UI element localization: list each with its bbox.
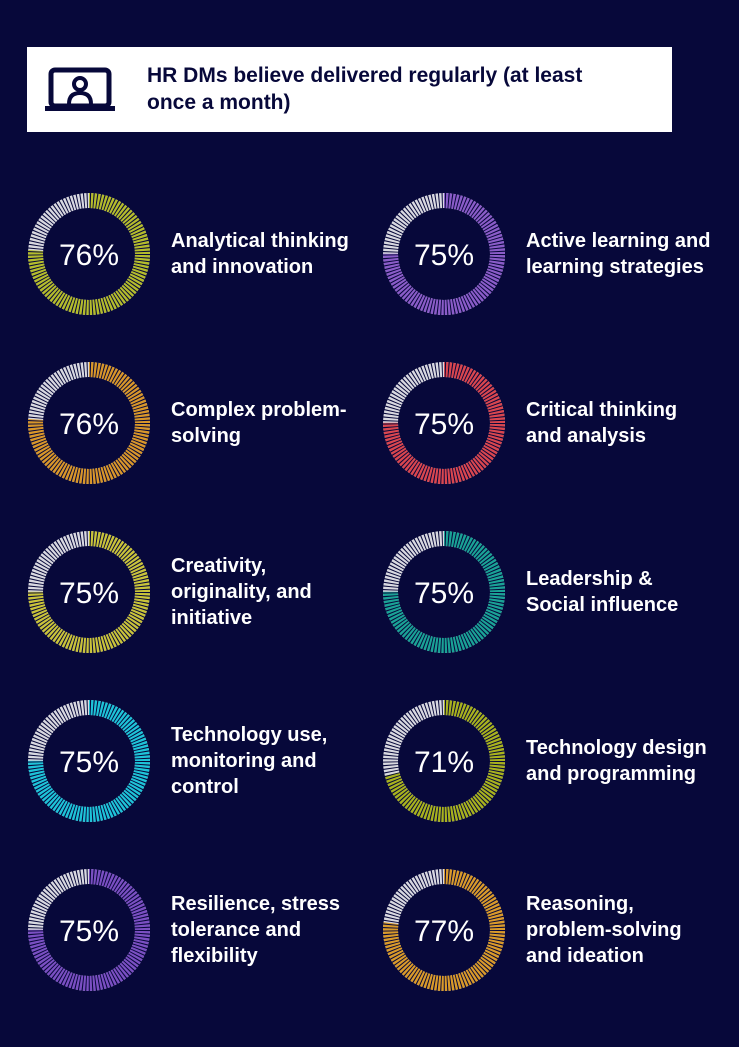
donut-value-label: 75% (59, 746, 119, 779)
donut-value-label: 75% (59, 577, 119, 610)
donut-stripes (27, 699, 151, 823)
donut-stripes (27, 868, 151, 992)
header-title: HR DMs believe delivered regularly (at l… (147, 64, 583, 114)
donut-stripes (27, 361, 151, 485)
donut-value-label: 76% (59, 239, 119, 272)
donut-stripes (382, 530, 506, 654)
donut-stripes (382, 868, 506, 992)
donut-stripes (382, 192, 506, 316)
donut-title: Leadership & Social influence (526, 568, 679, 616)
donut-title: Analytical thinking and innovation (171, 230, 349, 278)
donut-title: Technology design and programming (526, 737, 707, 785)
donut-title: Active learning and learning strategies (526, 230, 711, 278)
donut-stripes (27, 530, 151, 654)
donut-stripes (382, 699, 506, 823)
donut-value-label: 77% (414, 915, 474, 948)
icon (45, 67, 115, 111)
donut-value-label: 75% (414, 577, 474, 610)
donut-title: Creativity, originality, and initiative (171, 555, 312, 629)
donut-value-label: 75% (414, 239, 474, 272)
donut-title: Critical thinking and analysis (526, 399, 678, 447)
donut-value-label: 76% (59, 408, 119, 441)
donut-value-label: 75% (414, 408, 474, 441)
donut-stripes (382, 361, 506, 485)
donut-title: Reasoning, problem-solving and ideation (526, 893, 682, 967)
donut-title: Resilience, stress tolerance and flexibi… (171, 893, 340, 967)
donut-title: Complex problem-solving (171, 399, 347, 447)
donut-title: Technology use, monitoring and control (171, 724, 328, 798)
header: HR DMs believe delivered regularly (at l… (27, 47, 672, 132)
donut-stripes (27, 192, 151, 316)
donut-value-label: 75% (59, 915, 119, 948)
donut-value-label: 71% (414, 746, 474, 779)
